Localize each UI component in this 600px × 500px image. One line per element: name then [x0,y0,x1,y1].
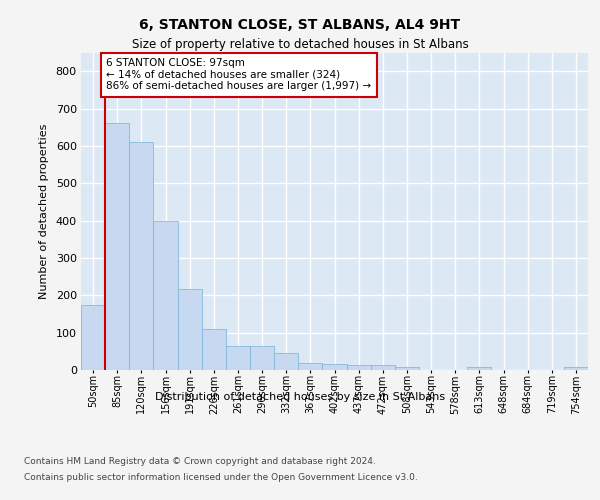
Bar [154,220,178,370]
Bar [226,346,250,370]
Bar [178,288,202,370]
Bar [371,365,395,370]
Bar [202,329,226,370]
Bar [322,364,347,370]
Text: Contains HM Land Registry data © Crown copyright and database right 2024.: Contains HM Land Registry data © Crown c… [24,458,376,466]
Bar [395,368,419,370]
Text: Size of property relative to detached houses in St Albans: Size of property relative to detached ho… [131,38,469,51]
Bar [564,368,588,370]
Text: Contains public sector information licensed under the Open Government Licence v3: Contains public sector information licen… [24,472,418,482]
Bar [467,366,491,370]
Text: 6, STANTON CLOSE, ST ALBANS, AL4 9HT: 6, STANTON CLOSE, ST ALBANS, AL4 9HT [139,18,461,32]
Bar [105,124,129,370]
Bar [250,346,274,370]
Text: 6 STANTON CLOSE: 97sqm
← 14% of detached houses are smaller (324)
86% of semi-de: 6 STANTON CLOSE: 97sqm ← 14% of detached… [106,58,371,92]
Bar [347,365,371,370]
Bar [274,353,298,370]
Text: Distribution of detached houses by size in St Albans: Distribution of detached houses by size … [155,392,445,402]
Bar [81,304,105,370]
Bar [298,364,322,370]
Y-axis label: Number of detached properties: Number of detached properties [39,124,49,299]
Bar [129,142,154,370]
